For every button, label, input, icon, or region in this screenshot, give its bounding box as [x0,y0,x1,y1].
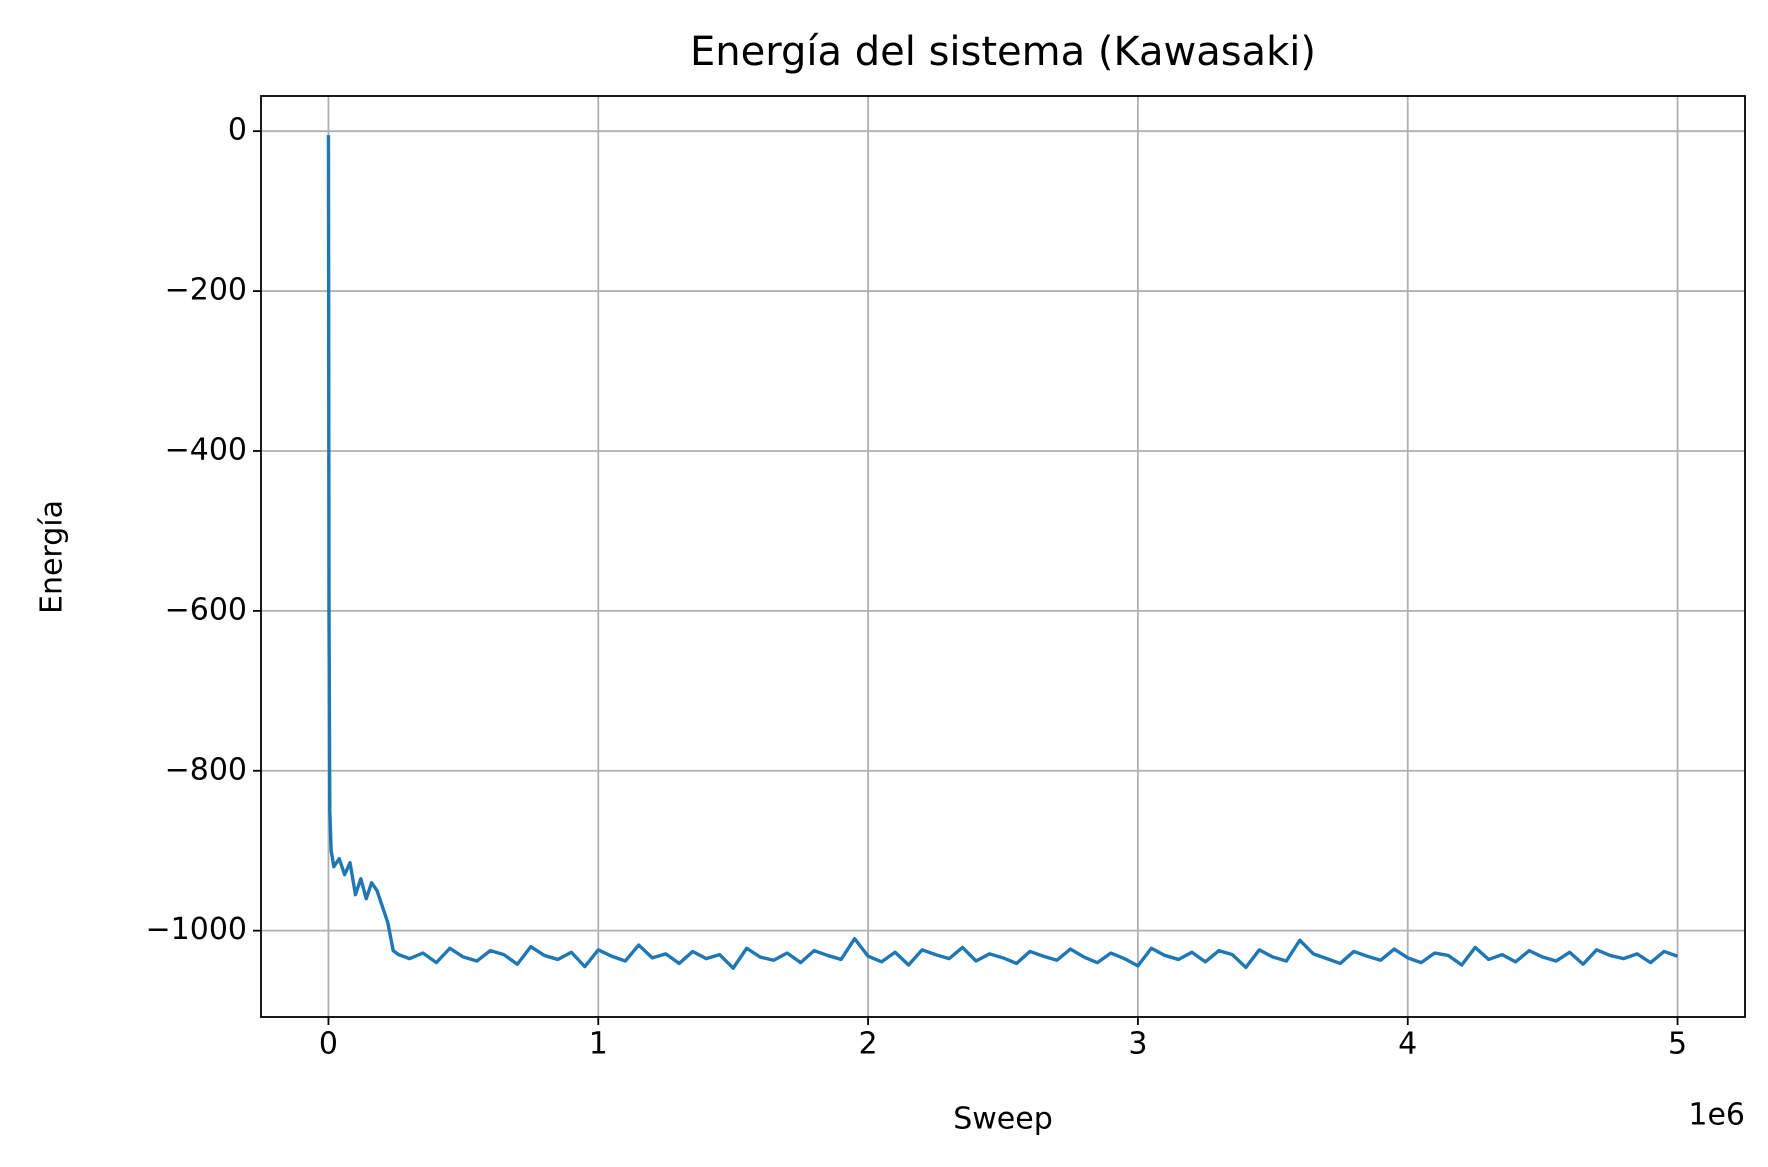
plot-frame [260,95,1746,1018]
y-axis-label: Energía [35,500,70,614]
y-tick-label: −200 [165,273,247,308]
x-tick-label: 4 [1398,1027,1417,1062]
y-tick-label: −600 [165,592,247,627]
x-tick-label: 3 [1128,1027,1147,1062]
x-tick-label: 5 [1668,1027,1687,1062]
y-tick-label: −400 [165,432,247,467]
x-tick-label: 2 [859,1027,878,1062]
x-tick-label: 0 [319,1027,338,1062]
y-tick-label: 0 [228,113,247,148]
chart-title: Energía del sistema (Kawasaki) [690,29,1316,75]
x-axis-label: Sweep [953,1102,1053,1137]
x-tick-label: 1 [589,1027,608,1062]
line [326,135,1679,970]
y-tick-label: −800 [165,752,247,787]
x-offset-label: 1e6 [1688,1098,1745,1133]
y-tick-label: −1000 [146,912,247,947]
